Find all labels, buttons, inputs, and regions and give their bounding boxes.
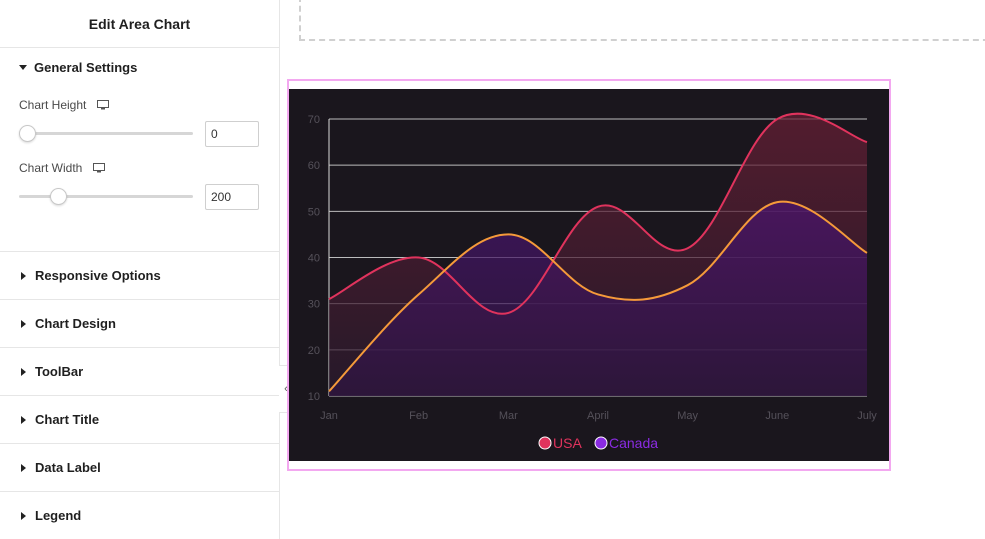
- x-tick-label: June: [765, 410, 789, 422]
- section-data-label[interactable]: Data Label: [0, 444, 279, 492]
- slider-track[interactable]: [19, 195, 193, 198]
- section-label: Responsive Options: [35, 268, 161, 283]
- caret-down-icon: [19, 64, 27, 70]
- y-tick-label: 20: [308, 345, 320, 357]
- y-tick-label: 40: [308, 253, 320, 265]
- x-tick-label: Jan: [320, 410, 338, 422]
- chart-width-input[interactable]: [205, 184, 259, 210]
- area-chart: 10 20 30 40 50 60 70 Jan Feb Mar April May June July U…: [308, 112, 877, 451]
- caret-right-icon: [21, 367, 26, 376]
- caret-right-icon: [21, 511, 26, 520]
- y-tick-label: 60: [308, 160, 320, 172]
- chart-height-label-text: Chart Height: [19, 98, 87, 112]
- caret-right-icon: [21, 415, 26, 424]
- desktop-monitor-icon[interactable]: [97, 100, 110, 110]
- legend-marker: [538, 436, 552, 450]
- section-legend[interactable]: Legend: [0, 492, 279, 539]
- y-tick-label: 70: [308, 114, 320, 126]
- series-area-canada: [329, 201, 867, 396]
- panel-title: Edit Area Chart: [88, 15, 191, 32]
- slider-thumb[interactable]: [50, 188, 68, 205]
- x-tick-label: July: [857, 410, 877, 422]
- general-settings-toggle[interactable]: General Settings: [0, 48, 279, 86]
- panel-header: Edit Area Chart: [0, 0, 279, 48]
- chart-height-input[interactable]: [205, 121, 259, 147]
- section-label: ToolBar: [35, 364, 84, 379]
- chart-widget-frame[interactable]: [287, 79, 891, 471]
- series-line-usa: [328, 112, 868, 315]
- legend-label: USA: [553, 435, 582, 451]
- chart-width-label: Chart Width: [19, 161, 106, 175]
- section-label: Legend: [35, 508, 82, 523]
- caret-right-icon: [21, 319, 26, 328]
- section-general-settings: General Settings Chart Height Chart Widt…: [0, 48, 279, 252]
- y-tick-label: 30: [308, 299, 320, 311]
- legend-label: Canada: [609, 435, 658, 451]
- section-label: General Settings: [34, 59, 138, 75]
- chart-height-slider[interactable]: [19, 123, 193, 143]
- x-tick-label: April: [587, 410, 609, 422]
- section-label: Data Label: [35, 460, 101, 475]
- chart-width-slider[interactable]: [19, 186, 193, 206]
- chevron-left-icon: ‹: [284, 383, 288, 395]
- chart-width-label-text: Chart Width: [19, 161, 83, 175]
- legend-marker: [594, 436, 608, 450]
- slider-thumb[interactable]: [19, 125, 36, 142]
- y-tick-label: 50: [308, 206, 320, 218]
- section-label: Chart Design: [35, 316, 116, 331]
- slider-track[interactable]: [19, 132, 193, 135]
- caret-right-icon: [21, 463, 26, 472]
- chart-height-label: Chart Height: [19, 98, 110, 112]
- section-chart-design[interactable]: Chart Design: [0, 300, 279, 348]
- section-chart-title[interactable]: Chart Title: [0, 396, 279, 444]
- caret-right-icon: [21, 271, 26, 280]
- section-toolbar[interactable]: ToolBar: [0, 348, 279, 396]
- y-tick-label: 10: [308, 391, 320, 403]
- empty-drop-zone[interactable]: [299, 0, 985, 41]
- x-tick-label: May: [677, 410, 698, 422]
- x-tick-label: Feb: [409, 410, 428, 422]
- settings-panel: Edit Area Chart General Settings Chart H…: [0, 0, 280, 539]
- desktop-monitor-icon[interactable]: [93, 163, 106, 173]
- series-line-canada: [328, 200, 868, 393]
- section-responsive-options[interactable]: Responsive Options: [0, 252, 279, 300]
- section-label: Chart Title: [35, 412, 100, 427]
- x-tick-label: Mar: [499, 410, 518, 422]
